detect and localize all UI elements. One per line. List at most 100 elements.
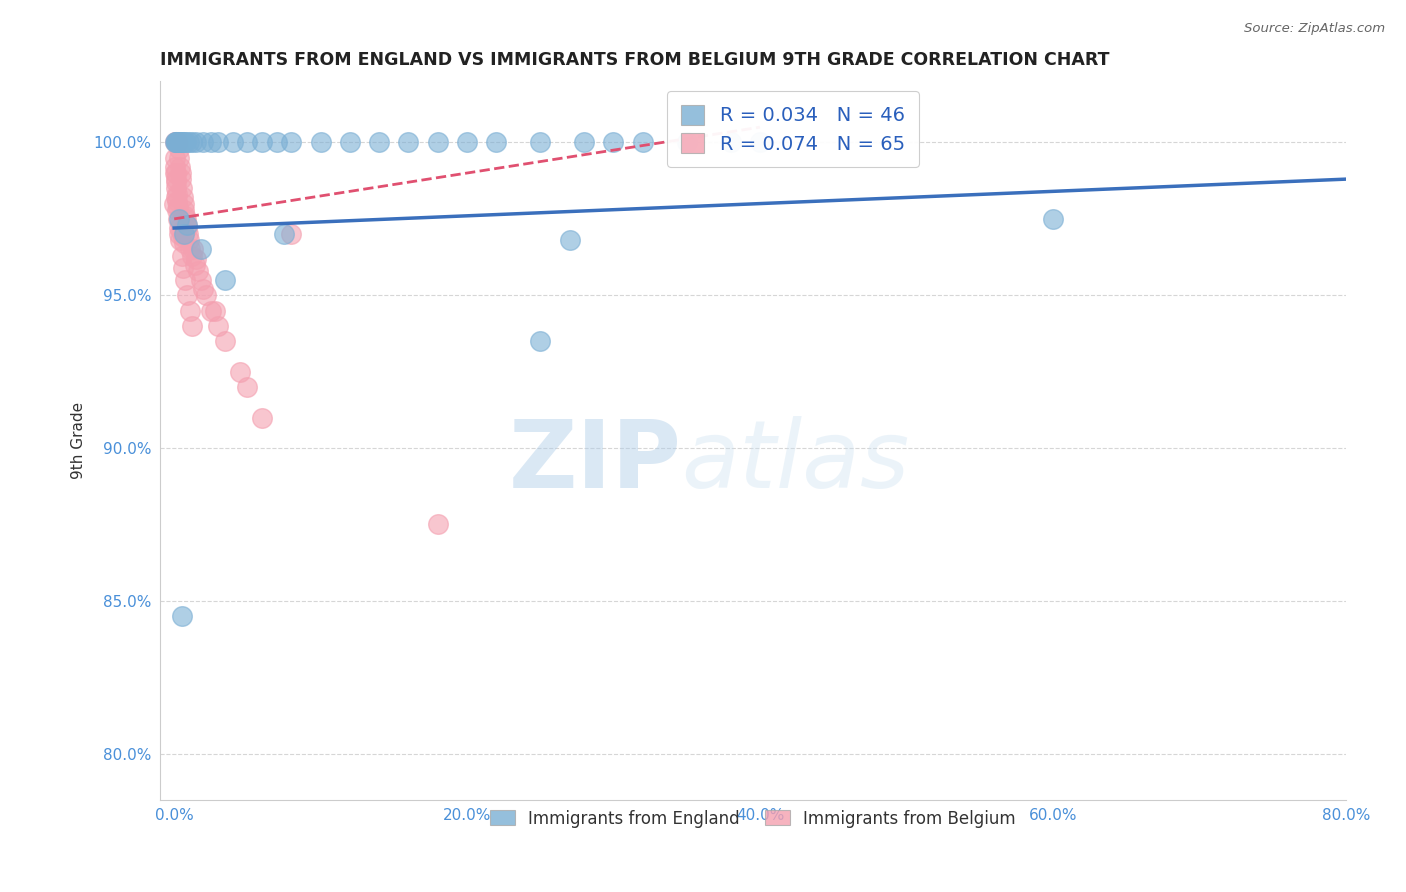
Point xyxy=(165,160,187,174)
Point xyxy=(170,166,193,180)
Point xyxy=(169,136,191,150)
Point xyxy=(179,303,201,318)
Point xyxy=(170,136,193,150)
Point xyxy=(169,151,191,165)
Point xyxy=(170,248,193,262)
Point xyxy=(207,136,229,150)
Point xyxy=(163,136,186,150)
Point xyxy=(426,136,449,150)
Point xyxy=(529,136,551,150)
Point xyxy=(177,227,200,242)
Point xyxy=(280,136,302,150)
Point xyxy=(273,227,295,242)
Point xyxy=(190,273,212,287)
Point xyxy=(309,136,332,150)
Point xyxy=(167,136,190,150)
Point xyxy=(222,136,245,150)
Point xyxy=(163,136,186,150)
Point xyxy=(426,517,449,532)
Point xyxy=(181,243,204,257)
Point xyxy=(339,136,361,150)
Point xyxy=(173,202,195,217)
Point xyxy=(165,136,187,150)
Point xyxy=(174,136,197,150)
Point xyxy=(250,136,273,150)
Point xyxy=(207,318,229,333)
Point xyxy=(169,211,191,226)
Point xyxy=(179,243,201,257)
Point xyxy=(172,609,194,624)
Point xyxy=(165,175,187,189)
Point xyxy=(574,136,596,150)
Point xyxy=(163,166,186,180)
Point xyxy=(631,136,654,150)
Point xyxy=(166,136,188,150)
Point xyxy=(229,365,252,379)
Text: Source: ZipAtlas.com: Source: ZipAtlas.com xyxy=(1244,22,1385,36)
Point xyxy=(200,136,222,150)
Point xyxy=(170,172,193,186)
Text: atlas: atlas xyxy=(682,417,910,508)
Text: IMMIGRANTS FROM ENGLAND VS IMMIGRANTS FROM BELGIUM 9TH GRADE CORRELATION CHART: IMMIGRANTS FROM ENGLAND VS IMMIGRANTS FR… xyxy=(159,51,1109,69)
Point xyxy=(193,136,215,150)
Point xyxy=(180,248,202,262)
Point xyxy=(176,221,198,235)
Y-axis label: 9th Grade: 9th Grade xyxy=(72,402,86,479)
Point xyxy=(558,233,581,247)
Point xyxy=(529,334,551,348)
Point xyxy=(748,136,770,150)
Point xyxy=(172,260,194,275)
Point xyxy=(187,264,209,278)
Point xyxy=(167,221,190,235)
Point xyxy=(180,136,202,150)
Point xyxy=(166,194,188,208)
Point xyxy=(456,136,478,150)
Point xyxy=(177,233,200,247)
Point xyxy=(398,136,420,150)
Point xyxy=(174,211,197,226)
Point xyxy=(236,136,259,150)
Point xyxy=(176,218,198,232)
Point xyxy=(163,151,186,165)
Point xyxy=(167,142,190,156)
Point xyxy=(193,282,215,296)
Point xyxy=(720,136,742,150)
Point xyxy=(368,136,391,150)
Point xyxy=(165,181,187,195)
Point xyxy=(183,258,205,272)
Point xyxy=(166,187,188,202)
Point xyxy=(214,273,236,287)
Point xyxy=(485,136,508,150)
Point xyxy=(177,136,200,150)
Point xyxy=(173,236,195,251)
Point xyxy=(173,196,195,211)
Point xyxy=(169,215,191,229)
Point xyxy=(166,136,188,150)
Point xyxy=(181,318,204,333)
Point xyxy=(165,136,187,150)
Point xyxy=(172,230,194,244)
Point xyxy=(675,136,697,150)
Point xyxy=(1042,211,1064,226)
Point xyxy=(173,136,195,150)
Point xyxy=(195,288,218,302)
Legend: Immigrants from England, Immigrants from Belgium: Immigrants from England, Immigrants from… xyxy=(484,803,1022,834)
Point xyxy=(165,172,187,186)
Point xyxy=(250,410,273,425)
Point xyxy=(173,227,195,242)
Point xyxy=(173,273,195,287)
Point xyxy=(170,224,193,238)
Point xyxy=(176,288,198,302)
Point xyxy=(166,211,188,226)
Point xyxy=(165,136,187,150)
Point xyxy=(166,202,188,217)
Point xyxy=(214,334,236,348)
Text: ZIP: ZIP xyxy=(509,416,682,508)
Point xyxy=(172,181,194,195)
Point xyxy=(165,136,187,150)
Point xyxy=(172,190,194,204)
Point xyxy=(266,136,288,150)
Point xyxy=(204,303,226,318)
Point xyxy=(169,227,191,242)
Point xyxy=(176,218,198,232)
